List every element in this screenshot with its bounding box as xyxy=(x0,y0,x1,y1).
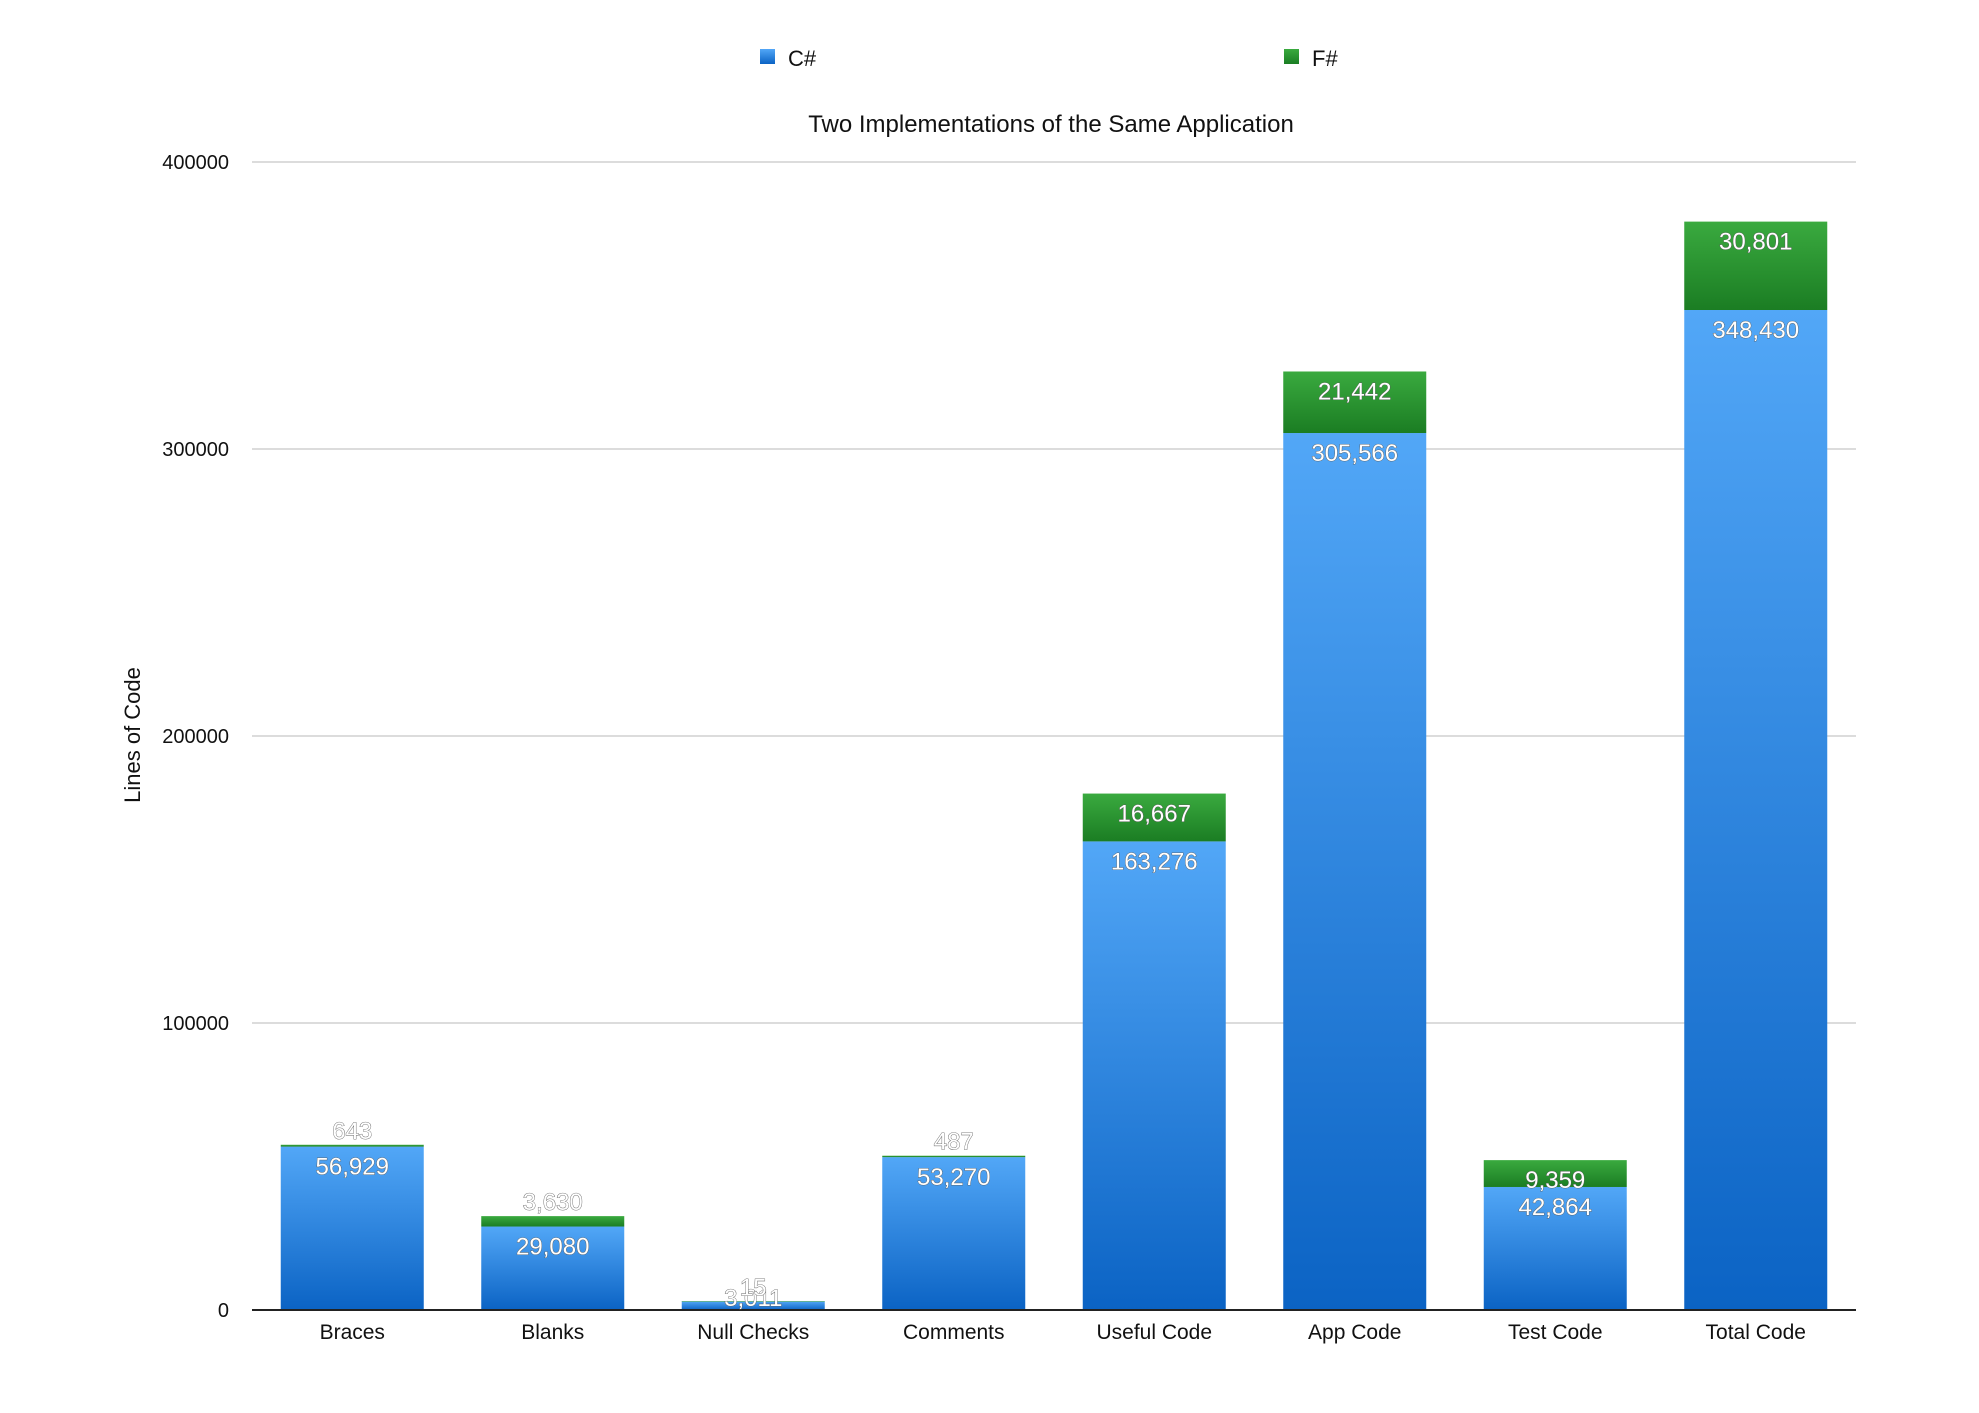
bar-csharp xyxy=(1684,310,1828,1311)
bar-csharp xyxy=(681,1301,825,1310)
legend-item-csharp: C# xyxy=(760,46,817,71)
chart-title: Two Implementations of the Same Applicat… xyxy=(808,111,1294,138)
bar-csharp xyxy=(1082,841,1226,1310)
legend-swatch-fsharp xyxy=(1284,49,1299,64)
bars xyxy=(280,221,1828,1311)
bar-fsharp xyxy=(681,1301,825,1302)
bar-fsharp xyxy=(882,1155,1026,1158)
data-label-csharp: 3,011 xyxy=(724,1285,782,1312)
x-category-label: Comments xyxy=(903,1321,1005,1344)
grid-lines xyxy=(252,161,1856,1024)
legend-label-fsharp: F# xyxy=(1312,46,1338,71)
legend-swatch-csharp xyxy=(760,49,775,64)
bar-csharp xyxy=(1283,433,1427,1310)
x-category-label: Null Checks xyxy=(697,1321,809,1344)
data-label-fsharp: 21,442 xyxy=(1318,378,1391,405)
data-label-fsharp: 487 xyxy=(934,1129,974,1156)
bar-csharp xyxy=(882,1157,1026,1310)
x-category-label: Test Code xyxy=(1508,1321,1603,1344)
legend-label-csharp: C# xyxy=(788,46,817,71)
data-label-fsharp: 30,801 xyxy=(1719,229,1792,256)
data-label-fsharp: 643 xyxy=(332,1118,372,1145)
y-axis-ticks: 0 100000 200000 300000 400000 xyxy=(162,152,229,1322)
data-label-csharp: 29,080 xyxy=(516,1234,589,1261)
legend: C# F# xyxy=(760,46,1338,71)
data-label-csharp: 56,929 xyxy=(316,1154,389,1181)
legend-item-fsharp: F# xyxy=(1284,46,1338,71)
y-tick-label: 200000 xyxy=(162,726,229,748)
data-label-csharp: 53,270 xyxy=(917,1164,990,1191)
bar-fsharp xyxy=(1684,221,1828,311)
x-category-label: App Code xyxy=(1308,1321,1401,1344)
data-label-csharp: 42,864 xyxy=(1519,1194,1592,1221)
bar-fsharp xyxy=(1082,793,1226,842)
x-axis-categories: Braces Blanks Null Checks Comments Useful Co… xyxy=(320,1321,1806,1344)
y-tick-label: 300000 xyxy=(162,439,229,461)
bar-csharp xyxy=(481,1226,625,1310)
bar-fsharp xyxy=(1483,1160,1627,1187)
x-category-label: Useful Code xyxy=(1096,1321,1212,1344)
y-tick-label: 0 xyxy=(218,1300,229,1322)
bar-csharp xyxy=(1483,1186,1627,1310)
data-label-fsharp: 15 xyxy=(740,1274,767,1301)
x-category-label: Braces xyxy=(320,1321,385,1344)
data-label-csharp: 305,566 xyxy=(1311,440,1398,467)
data-label-csharp: 163,276 xyxy=(1111,848,1198,875)
x-category-label: Total Code xyxy=(1706,1321,1806,1344)
y-axis-label: Lines of Code xyxy=(120,667,145,803)
bar-fsharp xyxy=(1283,371,1427,434)
y-tick-label: 100000 xyxy=(162,1013,229,1035)
data-label-fsharp: 16,667 xyxy=(1118,801,1191,828)
bar-csharp xyxy=(280,1146,424,1310)
data-label-fsharp: 9,359 xyxy=(1525,1167,1585,1194)
x-category-label: Blanks xyxy=(521,1321,584,1344)
data-label-csharp: 348,430 xyxy=(1712,317,1799,344)
data-label-fsharp: 3,630 xyxy=(523,1189,583,1216)
y-tick-label: 400000 xyxy=(162,152,229,174)
bar-fsharp xyxy=(280,1144,424,1147)
bar-fsharp xyxy=(481,1216,625,1227)
